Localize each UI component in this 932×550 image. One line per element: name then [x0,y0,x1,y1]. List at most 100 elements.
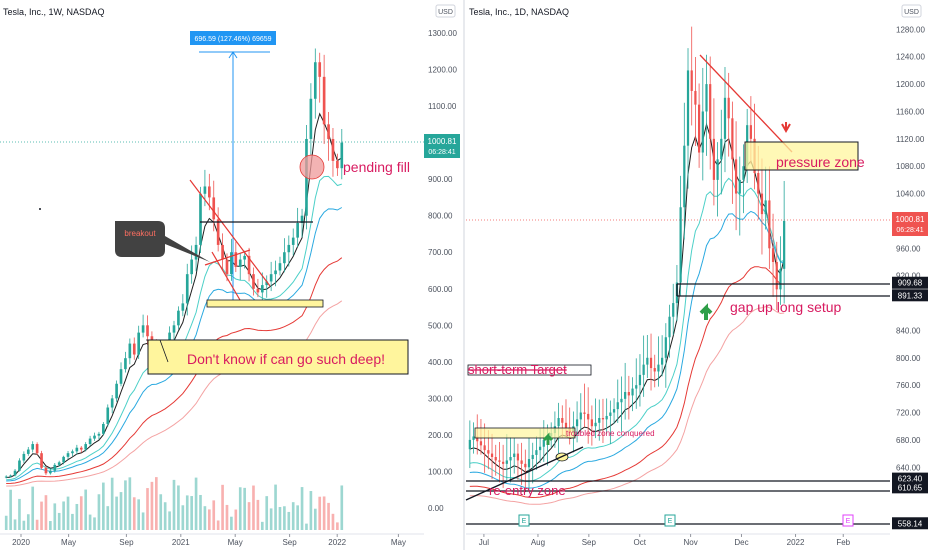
weekly-candle-body [35,444,39,454]
daily-candle-body [524,463,527,468]
weekly-candle-body [4,476,8,478]
daily-candle-body [742,166,745,180]
daily-candle-body [694,90,697,105]
weekly-candle-body [194,244,198,260]
daily-candle-body [686,70,690,146]
daily-candle-body [601,418,605,420]
daily-candle-body [498,460,501,462]
deep-note-pointer [146,339,169,363]
daily-candle-body [487,450,490,454]
weekly-candle-body [256,288,260,293]
daily-candle-body [635,385,638,389]
weekly-candle-body [75,447,79,452]
daily-time-tick-label: Sep [582,538,597,547]
weekly-chart-title: Tesla, Inc., 1W, NASDAQ [3,7,105,17]
daily-candle-body [557,418,560,427]
weekly-volume-bar [199,494,202,530]
weekly-currency-badge[interactable]: USD [435,4,456,18]
weekly-support-zone [206,299,324,308]
daily-currency-badge[interactable]: USD [901,4,922,18]
weekly-volume-bar [230,516,233,530]
weekly-candle-body [247,255,251,275]
daily-candle-body [716,159,719,180]
daily-candle-body [468,439,471,450]
weekly-support-trendline [204,249,251,266]
weekly-volume-bar [84,489,88,530]
daily-level-tag-label: 891.33 [898,291,923,300]
deep-note-label: Don't know if can go such deep! [187,351,385,367]
earnings-event-marker[interactable] [664,514,676,527]
daily-candle-body [705,84,708,112]
weekly-candle-body [181,303,185,311]
weekly-time-tick-label: May [228,538,243,547]
daily-level-tag-frame [892,517,928,530]
weekly-volume-bar [260,521,264,530]
weekly-price-tag-value: 1000.81 [428,137,457,146]
weekly-price-axis[interactable]: 1300.001200.001100.001000.00900.00800.00… [428,29,457,513]
daily-level-tag-label: 558.14 [898,519,923,528]
weekly-volume-bar [22,520,26,530]
measure-label-box: 696.59 (127.46%) 69659 [190,31,276,45]
weekly-volume-bar [203,506,207,530]
pending-fill-label: pending fill [343,159,410,175]
daily-price-tick-label: 720.00 [896,409,921,418]
daily-candle-body [624,392,627,399]
weekly-volume-bar [340,485,344,530]
weekly-candle-body [234,252,238,267]
daily-price-axis[interactable]: 1280.00 1240.00 1200.00 1160.00 1120.00 1080.… [896,25,925,472]
daily-candle-body [683,145,686,208]
weekly-candle-body [71,451,74,454]
weekly-candle-body [106,407,110,424]
breakout-callout-bubble [115,221,210,262]
daily-time-tick-label: Oct [633,538,646,547]
daily-price-tag-value: 1000.81 [896,215,925,224]
weekly-volume-bar [216,520,220,530]
weekly-price-tick-label: 200.00 [428,431,453,440]
daily-price-tick-label: 840.00 [896,326,921,335]
weekly-volume-bar [102,482,105,530]
daily-candle-body [513,453,516,457]
weekly-volume-bar [132,497,136,530]
weekly-candle-body [243,255,246,260]
weekly-volume-bar [115,496,118,530]
weekly-stray-dot [39,208,41,210]
weekly-candle-body [274,270,277,275]
daily-price-tick-label: 1280.00 [896,25,925,34]
weekly-price-tick-label: 300.00 [428,394,453,403]
weekly-candle-body [44,467,48,474]
short-term-target-label: short-term Target [468,362,567,377]
earnings-event-marker[interactable] [842,514,854,527]
daily-candle-body [690,70,693,91]
pressure-down-arrow-icon [781,122,791,134]
weekly-time-axis[interactable]: 2020 May Sep 2021 May Sep 2022 May [12,534,406,547]
daily-candle-body [516,453,520,461]
weekly-candle-body [327,124,330,139]
weekly-volume-bar [31,486,35,530]
weekly-volume-bar [18,498,21,530]
weekly-candle-body [128,343,132,359]
weekly-price-tick-label: 100.00 [428,467,453,476]
daily-time-axis[interactable]: Jul Aug Sep Oct Nov Dec 2022 Feb [479,534,851,547]
daily-time-tick-label: Dec [734,538,748,547]
measure-label-text: 696.59 (127.46%) 69659 [194,36,271,43]
weekly-volume-bar [110,477,114,530]
earnings-event-marker[interactable] [518,514,530,527]
daily-candle-body [664,337,667,358]
weekly-volume-bar [53,503,57,530]
daily-candle-body [561,418,564,423]
daily-level-tag-label: 610.65 [898,483,923,492]
daily-candle-body [764,200,767,215]
daily-candle-body [505,460,508,464]
weekly-volume-bar [305,523,308,530]
weekly-candle-body [88,438,92,445]
daily-price-tick-label: 640.00 [896,463,921,472]
weekly-price-tag-countdown: 06:28:41 [428,149,455,156]
daily-candle-body [494,457,497,461]
weekly-candle-body [115,383,118,399]
pressure-zone-box [744,141,859,171]
daily-price-tag-frame [892,212,928,236]
weekly-candle-body [287,244,291,253]
weekly-price-tick-label: 800.00 [428,212,453,221]
weekly-candle-body [238,259,242,267]
